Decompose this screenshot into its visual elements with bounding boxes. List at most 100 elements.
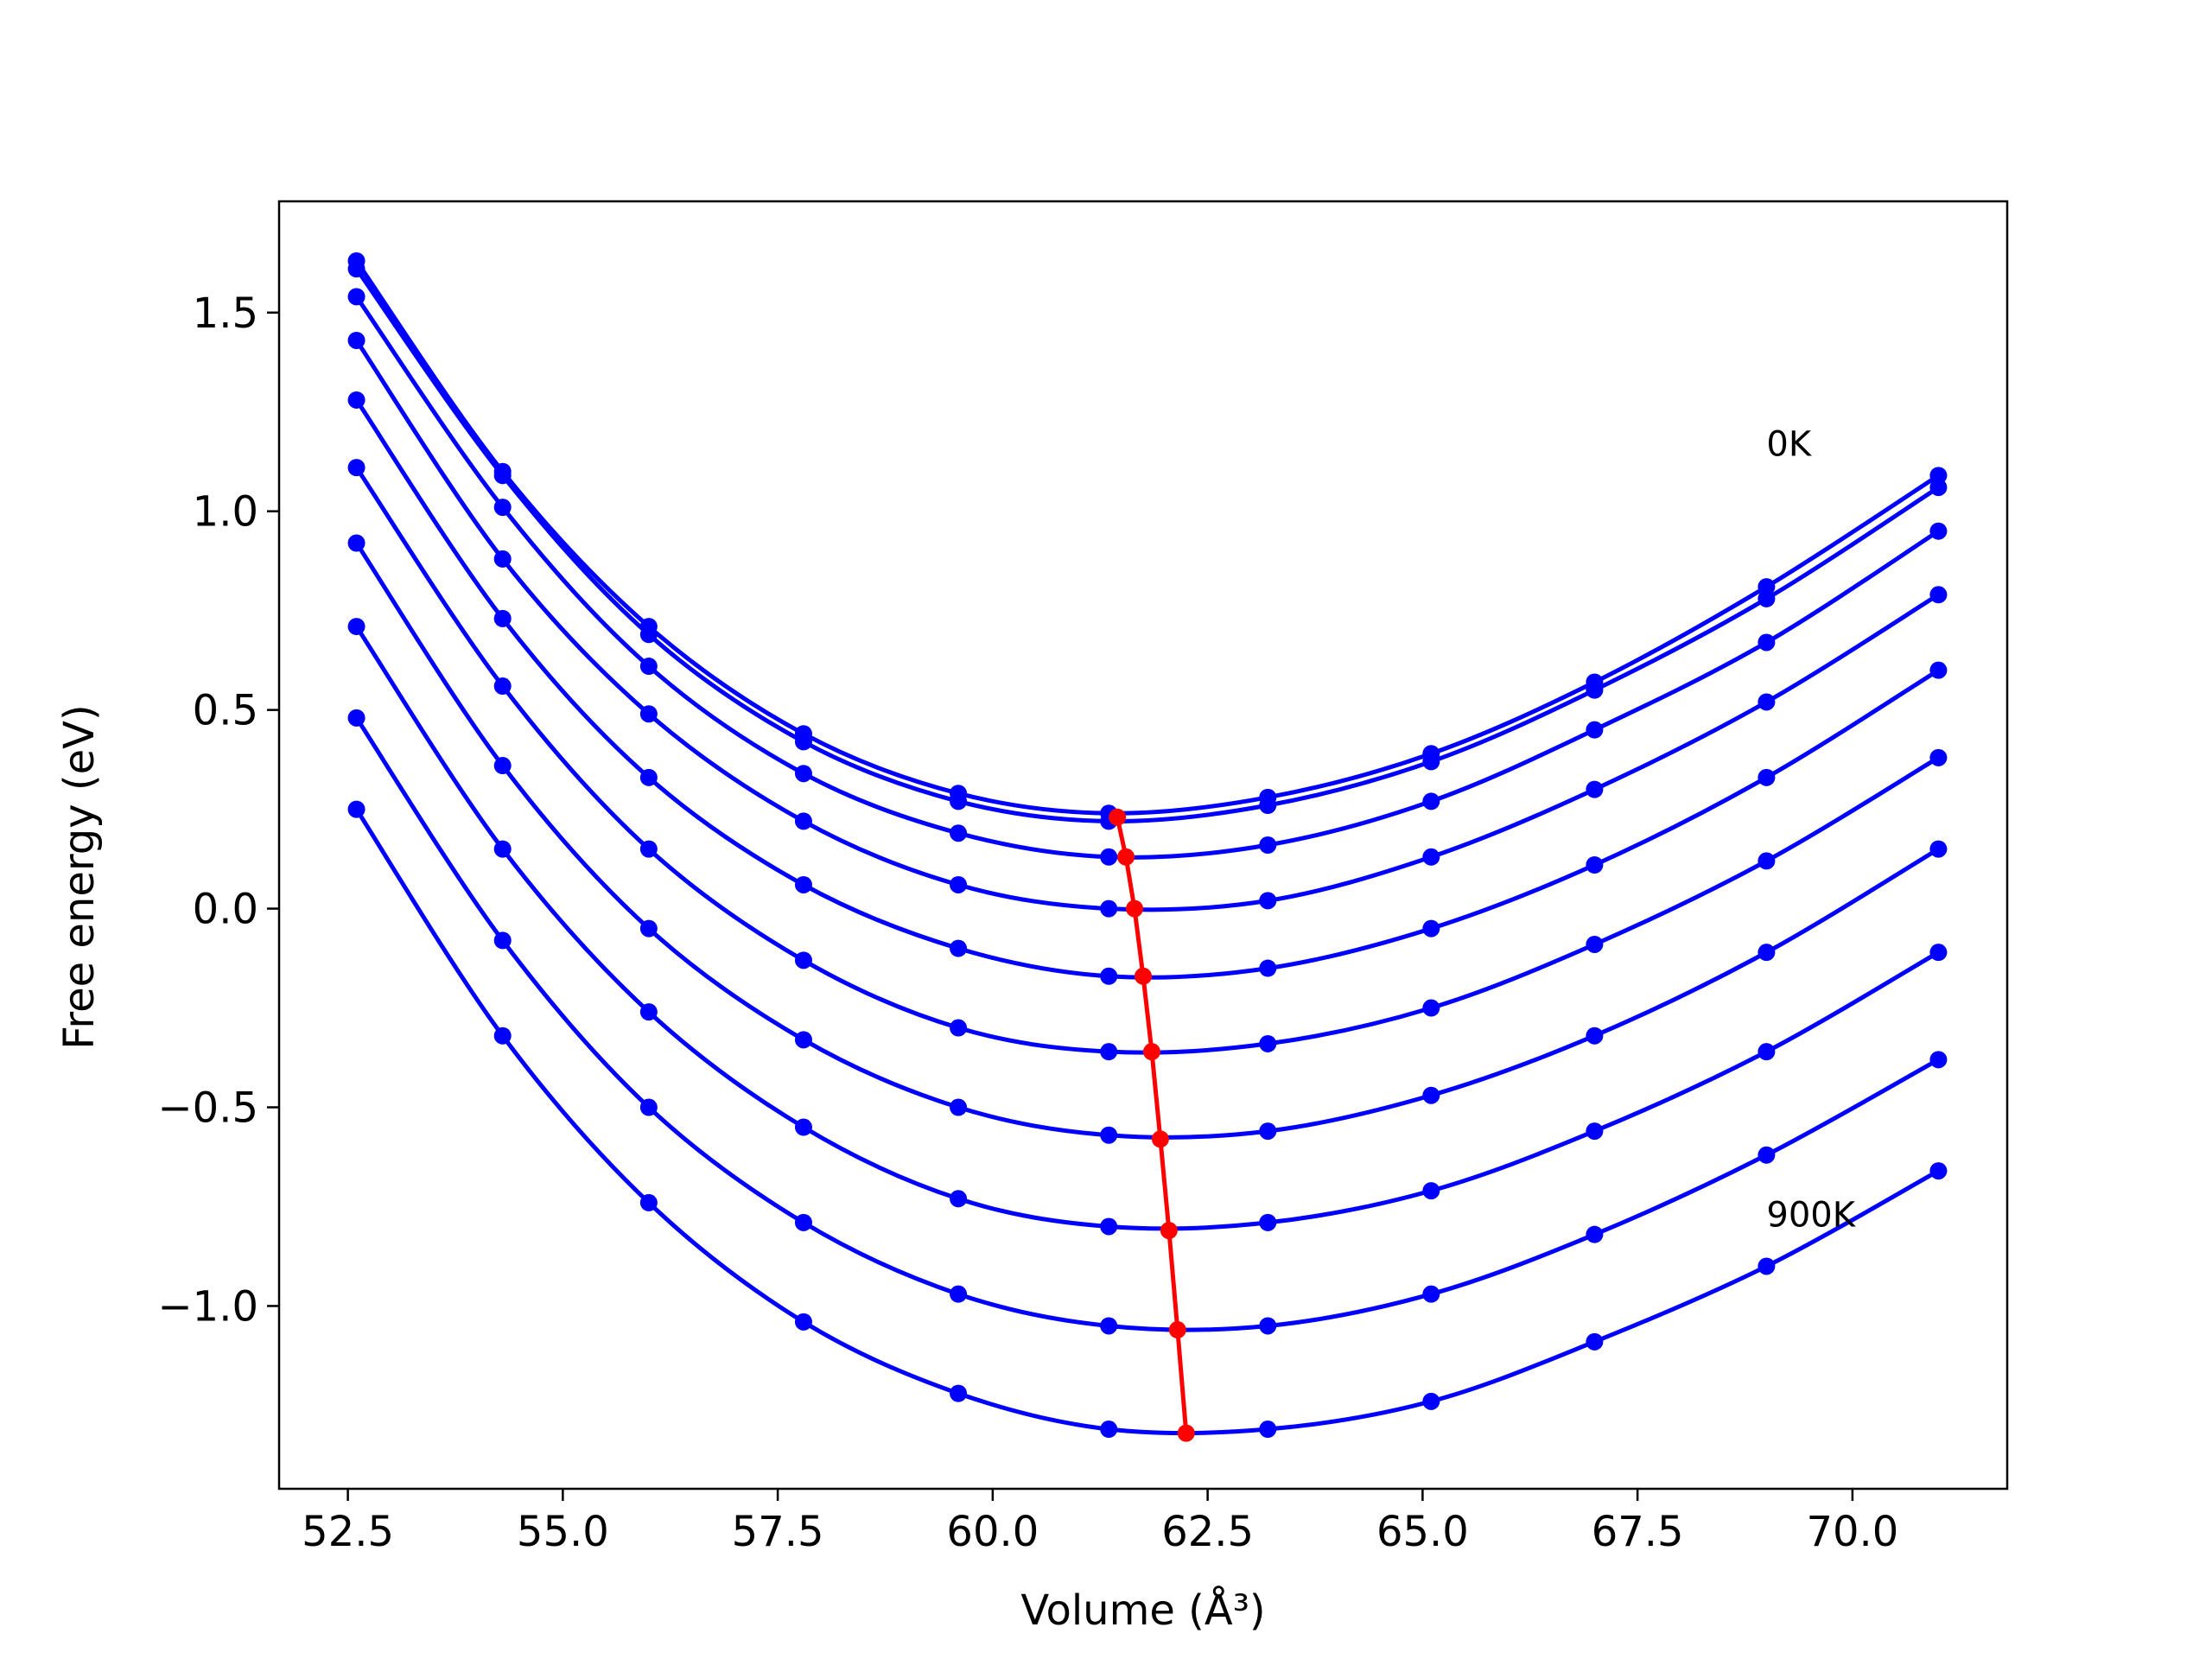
series-4-point-8 — [1586, 855, 1604, 874]
series-3-point-1 — [493, 550, 512, 568]
series-6-point-6 — [1259, 1122, 1277, 1141]
minima-point-4 — [1142, 1043, 1160, 1061]
series-1-point-9 — [1758, 589, 1776, 607]
series-7-point-5 — [1100, 1217, 1118, 1236]
series-7 — [347, 618, 1948, 1236]
series-5-point-10 — [1929, 748, 1948, 766]
x-tick-label-2: 57.5 — [732, 1508, 824, 1556]
series-2 — [347, 288, 1948, 866]
series-8-point-9 — [1758, 1146, 1776, 1164]
series-8-point-0 — [347, 709, 365, 727]
minima-point-0 — [1109, 808, 1127, 826]
series-1-point-1 — [493, 467, 512, 485]
x-tick-label-6: 67.5 — [1592, 1508, 1684, 1556]
series-1-point-2 — [639, 626, 658, 644]
series-5-point-0 — [347, 459, 365, 477]
y-axis: −1.0 −0.5 0.0 0.5 1.0 1.5 — [157, 289, 279, 1331]
series-8-point-3 — [794, 1213, 812, 1231]
series-8-point-8 — [1586, 1225, 1604, 1243]
series-4-point-1 — [493, 609, 512, 627]
minima-point-2 — [1126, 899, 1144, 918]
y-tick-label-4: 1.0 — [193, 488, 258, 537]
series-9-point-7 — [1422, 1392, 1440, 1410]
series-3-point-5 — [1100, 899, 1118, 918]
series-2-point-2 — [639, 658, 658, 676]
series-4-point-10 — [1929, 661, 1948, 679]
series-5-point-2 — [639, 840, 658, 858]
y-tick-label-5: 1.5 — [193, 289, 258, 338]
series-8-point-1 — [493, 931, 512, 950]
series-4-point-3 — [794, 875, 812, 893]
series-4 — [347, 391, 1948, 985]
series-3-point-7 — [1422, 848, 1440, 866]
minima-point-6 — [1160, 1222, 1178, 1240]
series-3-point-9 — [1758, 693, 1776, 711]
series-6-point-3 — [794, 1031, 812, 1049]
series-1-point-3 — [794, 733, 812, 751]
series-5-point-9 — [1758, 852, 1776, 870]
series-8 — [347, 709, 1948, 1335]
y-tick-label-3: 0.5 — [193, 687, 258, 735]
series-2-point-3 — [794, 765, 812, 783]
series-6-point-8 — [1586, 1027, 1604, 1045]
series-5-point-5 — [1100, 1043, 1118, 1061]
series-2-point-8 — [1586, 721, 1604, 739]
series-6-line — [354, 542, 1940, 1140]
series-7-point-0 — [347, 618, 365, 636]
annotation-1: 900K — [1766, 1195, 1856, 1235]
series-8-point-4 — [950, 1285, 968, 1303]
series-7-point-6 — [1259, 1213, 1277, 1231]
minima-point-3 — [1135, 967, 1152, 985]
x-tick-label-7: 70.0 — [1806, 1508, 1898, 1556]
series-2-point-1 — [493, 499, 512, 517]
series-3-point-0 — [347, 331, 365, 349]
y-tick-label-1: −0.5 — [157, 1084, 258, 1133]
series-1-point-10 — [1929, 479, 1948, 497]
series-6-point-4 — [950, 1098, 968, 1116]
series-5-point-6 — [1259, 1034, 1277, 1052]
series-4-point-5 — [1100, 967, 1118, 985]
minima-series — [1109, 808, 1195, 1442]
series-5-point-4 — [950, 1019, 968, 1037]
series-9 — [347, 800, 1948, 1439]
series-2-point-0 — [347, 288, 365, 306]
series-5-point-3 — [794, 951, 812, 969]
x-tick-label-3: 60.0 — [946, 1508, 1039, 1556]
series-2-point-6 — [1259, 836, 1277, 854]
series-9-point-10 — [1929, 1162, 1948, 1180]
series-6-point-10 — [1929, 840, 1948, 858]
minima-point-5 — [1151, 1130, 1169, 1148]
series-4-point-9 — [1758, 768, 1776, 786]
series-9-line — [354, 808, 1940, 1436]
series-5 — [347, 459, 1948, 1061]
series-4-point-7 — [1422, 919, 1440, 938]
x-tick-label-0: 52.5 — [302, 1508, 394, 1556]
series-1-point-8 — [1586, 681, 1604, 699]
series-5-line — [354, 466, 1940, 1055]
series-4-point-6 — [1259, 959, 1277, 977]
annotations: 0K 900K — [1766, 424, 1856, 1235]
series-6-point-9 — [1758, 944, 1776, 962]
series-3-point-4 — [950, 875, 968, 893]
series-0-point-9 — [1758, 578, 1776, 596]
series-9-point-0 — [347, 800, 365, 818]
series-6 — [347, 534, 1948, 1144]
plot-area — [347, 251, 1948, 1442]
series-5-point-8 — [1586, 935, 1604, 953]
series-6-point-7 — [1422, 1086, 1440, 1104]
x-tick-label-5: 65.0 — [1376, 1508, 1469, 1556]
series-7-line — [354, 625, 1940, 1231]
series-1-point-4 — [950, 792, 968, 810]
series-9-point-5 — [1100, 1421, 1118, 1439]
series-3-point-8 — [1586, 780, 1604, 798]
x-axis-label: Volume (Å³) — [1020, 1586, 1265, 1635]
series-3-point-6 — [1259, 892, 1277, 910]
series-7-point-3 — [794, 1118, 812, 1136]
series-1 — [347, 260, 1948, 830]
y-tick-label-2: 0.0 — [193, 886, 258, 934]
series-7-point-10 — [1929, 944, 1948, 962]
annotation-0: 0K — [1766, 424, 1812, 464]
series-7-point-9 — [1758, 1043, 1776, 1061]
series-8-point-7 — [1422, 1285, 1440, 1303]
